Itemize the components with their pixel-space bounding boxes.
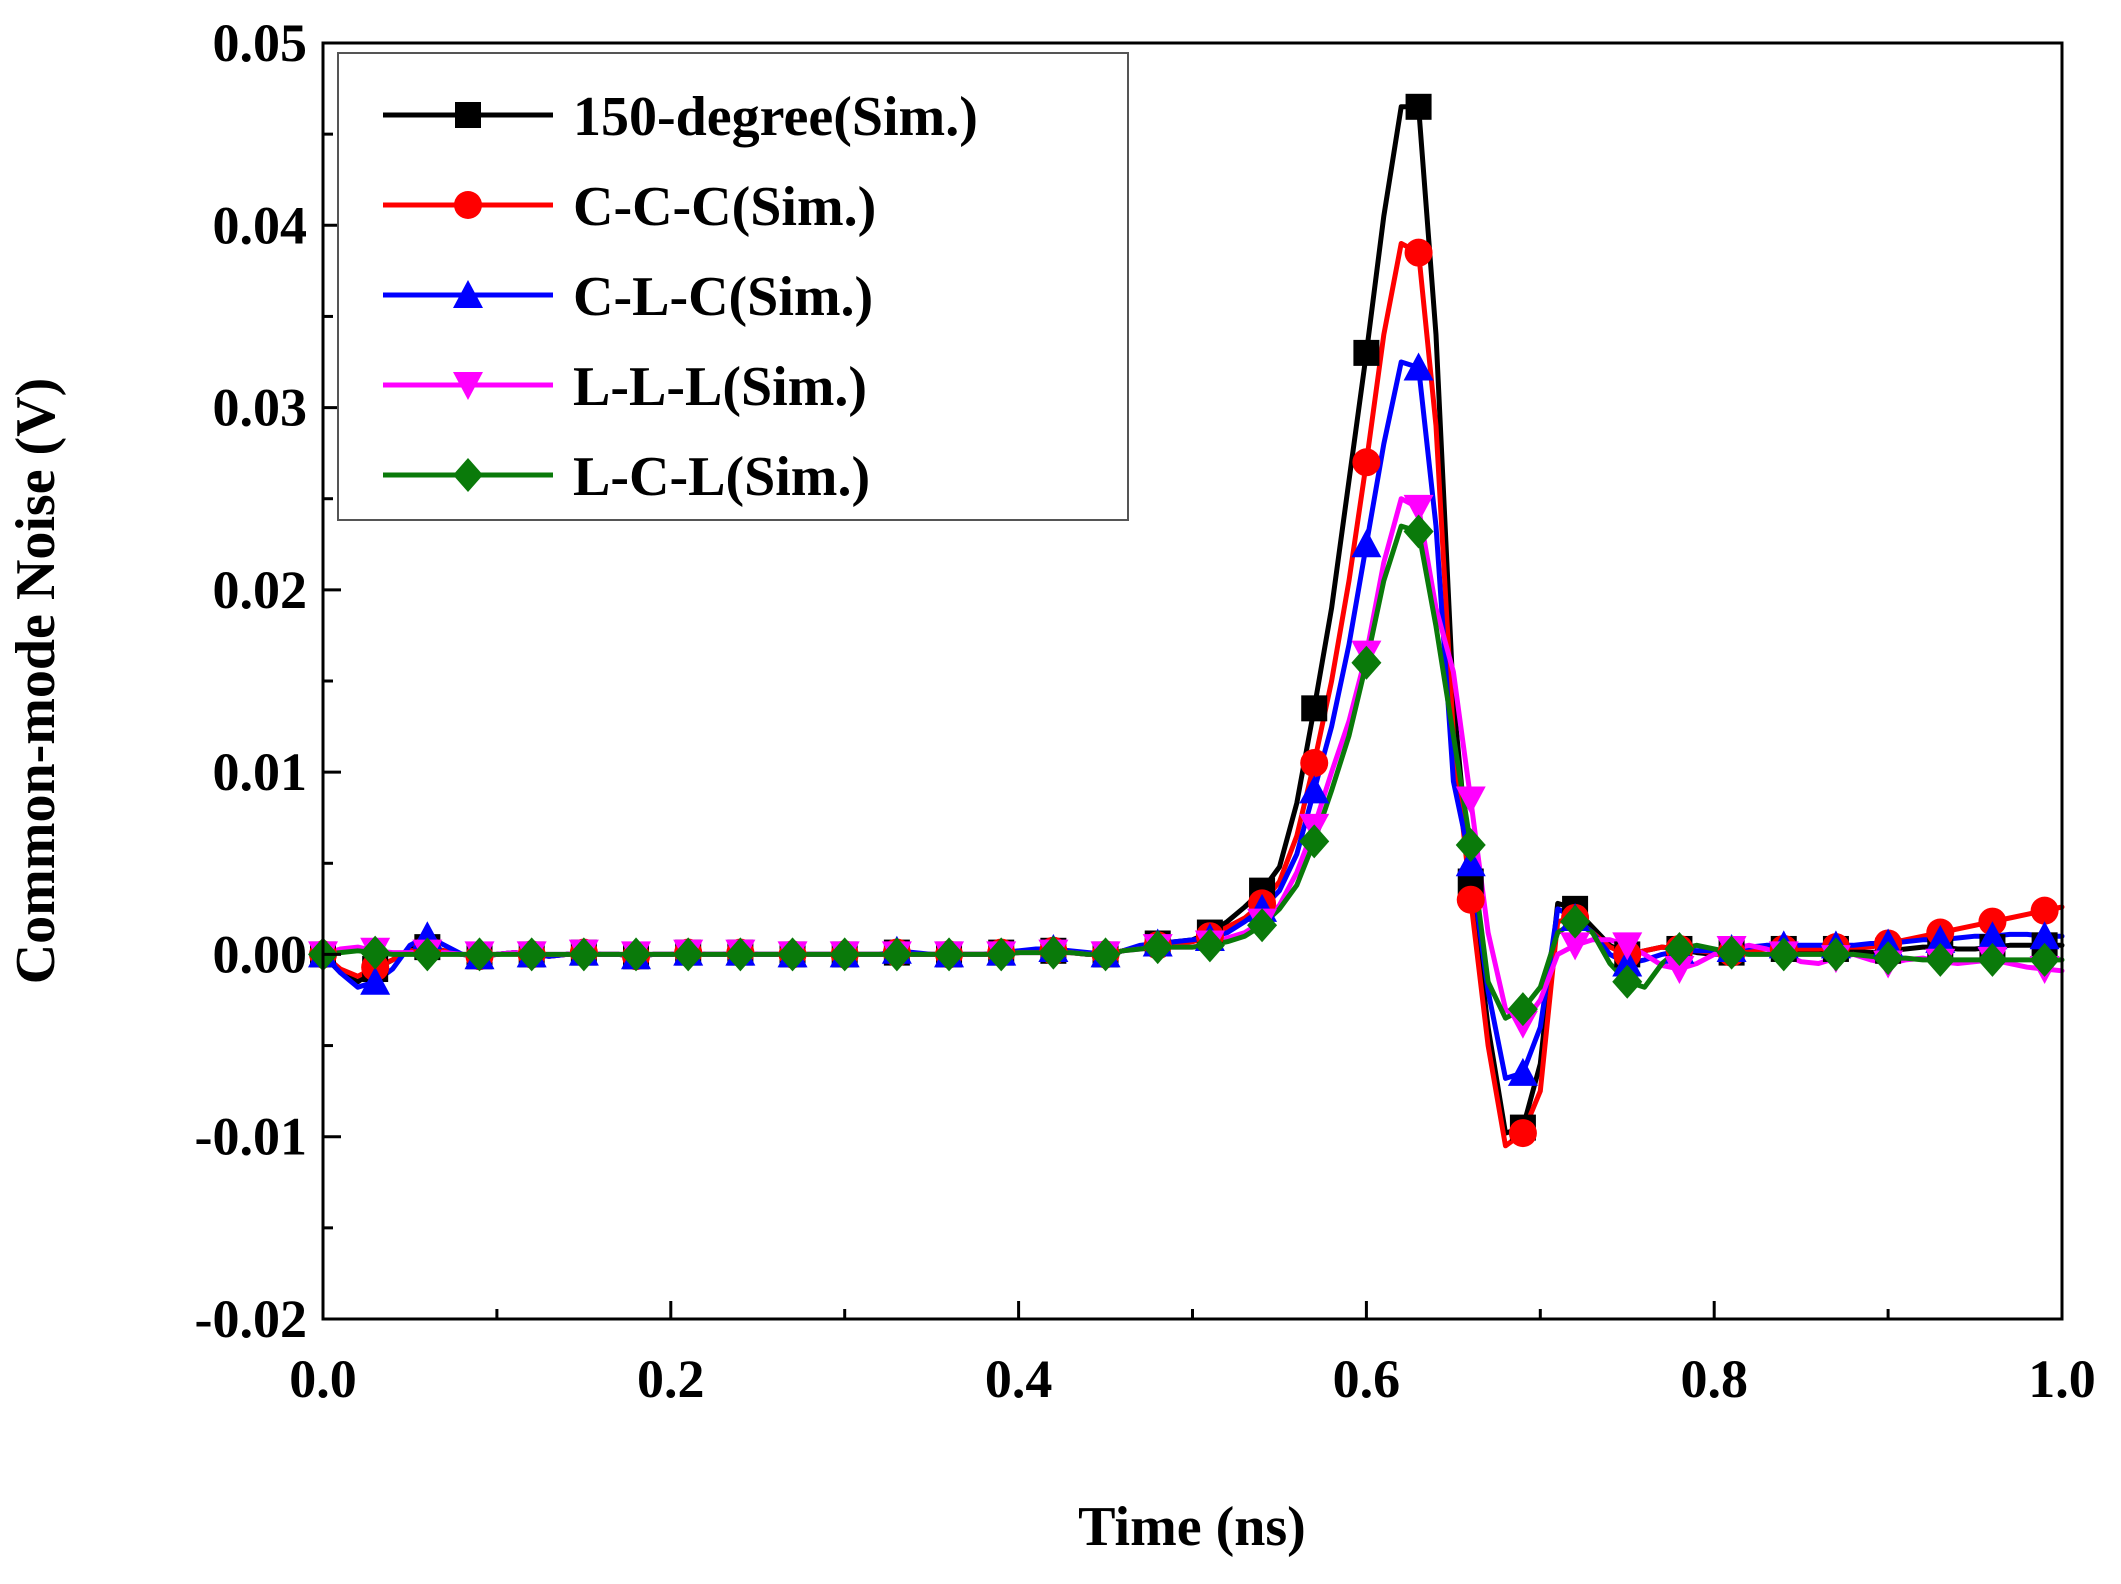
legend-item-l-l-l-sim: L-L-L(Sim.) xyxy=(383,356,867,418)
series-l-c-l-sim-point xyxy=(1090,937,1121,972)
series-l-c-l-sim-point xyxy=(777,937,808,972)
legend-label: L-L-L(Sim.) xyxy=(573,356,867,418)
series-l-c-l-sim-point xyxy=(1507,992,1538,1027)
series-c-l-c-sim-point xyxy=(2029,921,2060,950)
x-tick-label: 0.8 xyxy=(1680,1349,1748,1409)
series-l-c-l-sim-point xyxy=(1873,941,1904,976)
series-l-c-l-sim-point xyxy=(1038,935,1069,970)
x-tick-label: 0.4 xyxy=(985,1349,1053,1409)
series-l-c-l-sim-point xyxy=(1403,514,1434,549)
series-150-degree-sim-point xyxy=(1301,695,1328,722)
legend-swatch-marker xyxy=(453,280,483,308)
series-l-c-l-sim-point xyxy=(360,935,391,970)
y-tick-label: 0.01 xyxy=(213,742,308,802)
legend-item-c-c-c-sim: C-C-C(Sim.) xyxy=(383,176,876,238)
series-c-c-c-sim-point xyxy=(1300,749,1329,778)
series-c-c-c-sim-point xyxy=(1352,448,1381,477)
series-l-c-l-sim-point xyxy=(464,937,495,972)
series-l-l-l-sim-point xyxy=(1664,956,1695,985)
series-l-c-l-sim-point xyxy=(568,937,599,972)
y-tick-label: -0.02 xyxy=(195,1289,307,1349)
series-l-c-l-sim-point xyxy=(1194,928,1225,963)
x-tick-label: 1.0 xyxy=(2028,1349,2096,1409)
legend-swatch-marker xyxy=(454,191,482,219)
series-150-degree-sim-point xyxy=(1405,93,1432,120)
series-l-c-l-sim-point xyxy=(1560,904,1591,939)
series-l-c-l-sim-markers xyxy=(308,514,2060,1027)
series-l-l-l-sim-point xyxy=(1612,932,1643,961)
series-l-c-l-sim-point xyxy=(1612,964,1643,999)
x-tick-label: 0.2 xyxy=(637,1349,705,1409)
series-c-l-c-sim-point xyxy=(1612,948,1643,977)
x-axis-label: Time (ns) xyxy=(1078,1496,1306,1558)
series-l-c-l-sim-point xyxy=(1351,645,1382,680)
series-c-c-c-sim-point xyxy=(1456,885,1485,914)
series-c-l-c-sim-point xyxy=(1455,848,1486,877)
series-l-c-l-sim-point xyxy=(934,937,965,972)
series-l-c-l-sim-point xyxy=(1925,942,1956,977)
series-l-c-l-sim-point xyxy=(1455,828,1486,863)
legend-swatch-marker xyxy=(455,102,481,128)
y-axis-label: Common-mode Noise (V) xyxy=(5,378,67,985)
series-l-c-l-sim-point xyxy=(1768,937,1799,972)
series-l-c-l-sim-point xyxy=(2029,942,2060,977)
series-c-l-c-sim-point xyxy=(1977,921,2008,950)
y-axis: -0.02 -0.01 0.00 0.01 0.02 0.03 0.04 0.05 xyxy=(195,13,341,1349)
y-tick-label: 0.05 xyxy=(213,13,308,73)
legend-swatch-marker xyxy=(453,372,483,400)
series-l-c-l-sim-point xyxy=(881,937,912,972)
series-l-c-l-sim-point xyxy=(1977,942,2008,977)
series-l-c-l-sim-point xyxy=(673,937,704,972)
series-l-c-l-sim-point xyxy=(1142,930,1173,965)
x-axis: 0.0 0.2 0.4 0.6 0.8 1.0 xyxy=(289,1301,2096,1409)
series-l-l-l-sim-point xyxy=(1560,932,1591,961)
series-l-c-l-sim-point xyxy=(516,937,547,972)
y-tick-label: 0.02 xyxy=(213,560,308,620)
legend-item-l-c-l-sim: L-C-L(Sim.) xyxy=(383,446,870,508)
series-c-c-c-sim-point xyxy=(1508,1119,1537,1148)
series-c-l-c-sim-point xyxy=(1925,924,1956,953)
series-c-c-c-sim-point xyxy=(1404,238,1433,267)
series-l-c-l-sim-point xyxy=(1820,937,1851,972)
series-c-c-c-sim-point xyxy=(2030,896,2059,925)
series-c-l-c-sim-point xyxy=(1299,775,1330,804)
series-l-l-l-sim-point xyxy=(1455,786,1486,815)
series-l-c-l-sim-point xyxy=(986,937,1017,972)
series-l-c-l-sim-point xyxy=(412,937,443,972)
x-tick-label: 0.0 xyxy=(289,1349,357,1409)
legend-label: 150-degree(Sim.) xyxy=(573,86,978,148)
y-tick-label: 0.00 xyxy=(213,924,308,984)
series-l-c-l-sim-point xyxy=(621,937,652,972)
legend: 150-degree(Sim.) C-C-C(Sim.) C-L-C(Sim.) L-… xyxy=(337,52,1129,521)
marker-layer xyxy=(308,93,2060,1148)
series-150-degree-sim-point xyxy=(1353,339,1380,366)
series-c-l-c-sim-point xyxy=(360,966,391,995)
y-tick-label: 0.03 xyxy=(213,378,308,438)
series-c-l-c-sim-point xyxy=(1403,352,1434,381)
legend-label: C-L-C(Sim.) xyxy=(573,266,873,328)
legend-item-c-l-c-sim: C-L-C(Sim.) xyxy=(383,266,873,328)
series-l-c-l-sim-point xyxy=(829,937,860,972)
series-l-c-l-sim-point xyxy=(1716,935,1747,970)
series-l-l-l-sim-point xyxy=(1403,494,1434,523)
series-c-l-c-sim-point xyxy=(1351,529,1382,558)
series-l-c-l-sim-point xyxy=(725,937,756,972)
series-l-c-l-sim-point xyxy=(1247,908,1278,943)
legend-label: L-C-L(Sim.) xyxy=(573,446,870,508)
x-tick-label: 0.6 xyxy=(1333,1349,1401,1409)
y-tick-label: -0.01 xyxy=(195,1107,307,1167)
series-c-l-c-sim-point xyxy=(1507,1057,1538,1086)
series-l-c-l-sim-point xyxy=(1299,824,1330,859)
series-l-c-l-sim-point xyxy=(1664,931,1695,966)
y-tick-label: 0.04 xyxy=(213,195,308,255)
legend-item-150-degree-sim: 150-degree(Sim.) xyxy=(383,86,978,148)
legend-label: C-C-C(Sim.) xyxy=(573,176,876,238)
legend-swatch-marker xyxy=(453,458,483,492)
